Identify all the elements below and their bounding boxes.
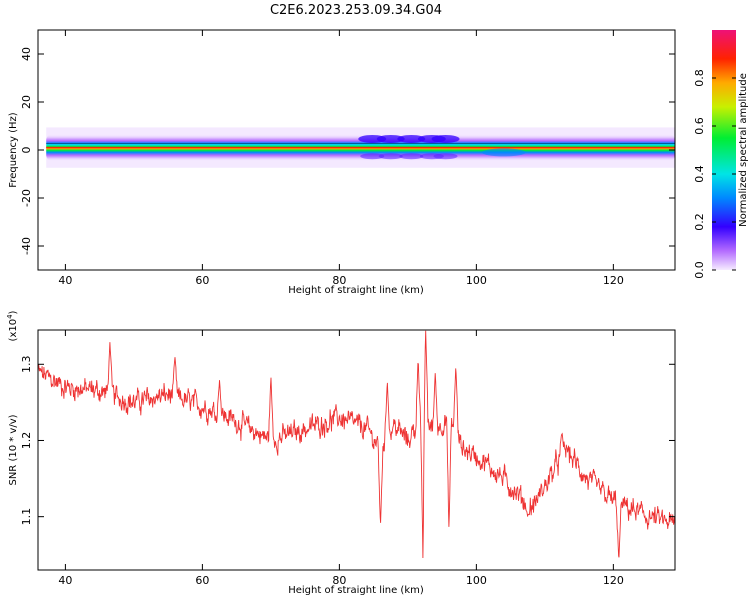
snr-plot-area <box>38 330 675 559</box>
spectrogram-disturbance <box>399 153 424 160</box>
spectrogram-disturbance <box>378 153 403 160</box>
colorbar-tick-label: 0.8 <box>693 69 706 87</box>
snr-y-label: SNR (10 * v/v) <box>8 414 19 485</box>
spectrogram-disturbance <box>376 134 405 143</box>
figure-title: C2E6.2023.253.09.34.G04 <box>270 3 442 18</box>
y-tick-label: 20 <box>20 95 33 109</box>
colorbar-tick-label: 0.0 <box>693 261 706 279</box>
snr-scale-label: (x104) <box>6 310 19 341</box>
snr-frame <box>37 329 676 571</box>
colorbar-gradient <box>712 30 736 270</box>
spectrogram-disturbance <box>360 153 385 160</box>
y-tick-label: 1.3 <box>20 356 33 374</box>
spectrogram-disturbance <box>431 134 460 143</box>
snr-panel: 40 60 80 100 120 1.3 1.2 1.1 Height of straigh… <box>6 310 676 596</box>
y-tick-label: 1.2 <box>20 432 33 450</box>
x-tick-label: 120 <box>603 274 624 287</box>
x-tick-label: 40 <box>58 274 72 287</box>
x-tick-label: 60 <box>195 574 209 587</box>
y-tick-label: 0 <box>20 147 33 154</box>
x-tick-label: 120 <box>603 574 624 587</box>
spectrogram-plot-area <box>46 127 675 168</box>
spectrogram-disturbance <box>397 134 426 143</box>
spectrogram-x-ticks: 40 60 80 100 120 <box>58 30 624 287</box>
snr-series-line <box>38 330 675 559</box>
y-tick-label: -40 <box>20 237 33 255</box>
x-tick-label: 80 <box>332 274 346 287</box>
x-tick-label: 60 <box>195 274 209 287</box>
spectrogram-x-label: Height of straight line (km) <box>288 285 424 296</box>
spectrogram-disturbance <box>433 153 458 160</box>
x-tick-label: 40 <box>58 574 72 587</box>
snr-x-label: Height of straight line (km) <box>288 585 424 596</box>
colorbar: 0.0 0.2 0.4 0.6 0.8 Normalized spectral ampl… <box>693 30 749 279</box>
snr-y-ticks: 1.3 1.2 1.1 <box>20 356 675 526</box>
spectrogram-y-label: Frequency (Hz) <box>8 112 19 188</box>
x-tick-label: 80 <box>332 574 346 587</box>
colorbar-label: Normalized spectral amplitude <box>738 73 749 227</box>
colorbar-tick-label: 0.2 <box>693 213 706 231</box>
x-tick-label: 100 <box>466 574 487 587</box>
y-tick-label: 1.1 <box>20 508 33 526</box>
spectrogram-panel: 40 60 80 100 120 40 20 0 -20 -40 Height of strai… <box>8 29 676 296</box>
spectrogram-disturbance <box>481 148 526 157</box>
colorbar-ticks: 0.0 0.2 0.4 0.6 0.8 <box>693 69 736 279</box>
snr-x-ticks: 40 60 80 100 120 <box>58 330 624 587</box>
x-tick-label: 100 <box>466 274 487 287</box>
colorbar-tick-label: 0.6 <box>693 117 706 135</box>
y-tick-label: -20 <box>20 189 33 207</box>
y-tick-label: 40 <box>20 47 33 61</box>
colorbar-tick-label: 0.4 <box>693 165 706 183</box>
spectrogram-y-ticks: 40 20 0 -20 -40 <box>20 47 675 255</box>
